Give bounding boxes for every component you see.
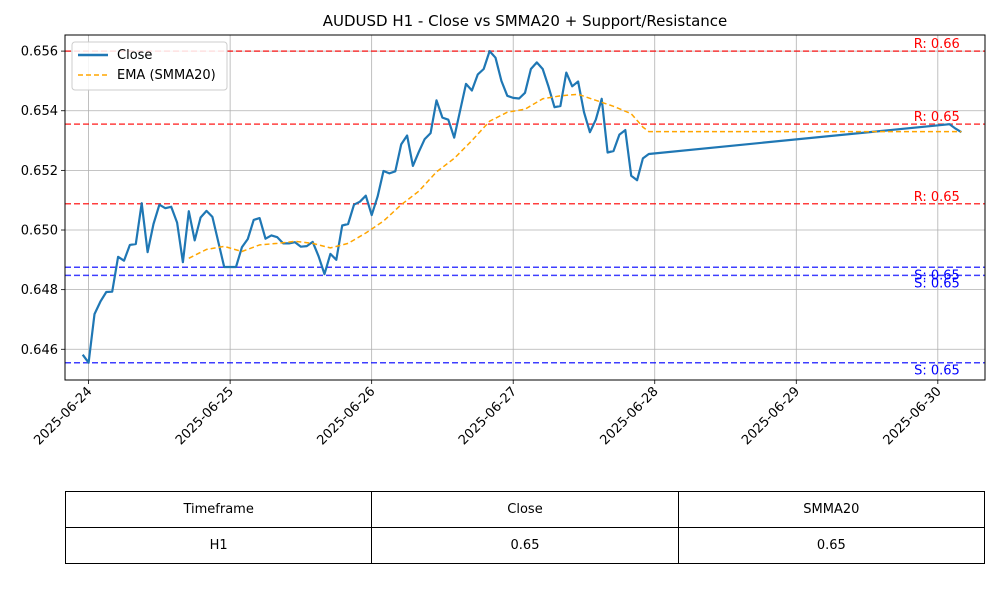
table-cell: 0.65 — [371, 527, 679, 564]
legend-ema-label: EMA (SMMA20) — [117, 68, 216, 83]
x-tick-label: 2025-06-28 — [598, 384, 662, 448]
legend: Close EMA (SMMA20) — [71, 41, 228, 91]
x-tick-label: 2025-06-25 — [173, 384, 237, 448]
table-row: H1 0.65 0.65 — [64, 527, 986, 564]
support-resistance-lines: R: 0.66R: 0.65R: 0.65S: 0.65S: 0.65S: 0.… — [65, 37, 985, 379]
y-tick-label: 0.646 — [21, 343, 58, 358]
chart: AUDUSD H1 - Close vs SMMA20 + Support/Re… — [21, 12, 986, 449]
plot-area-frame — [64, 34, 986, 381]
table-header-row: Timeframe Close SMMA20 — [64, 491, 986, 528]
x-tick-label: 2025-06-30 — [881, 384, 945, 448]
chart-title: AUDUSD H1 - Close vs SMMA20 + Support/Re… — [323, 12, 728, 30]
ema-series-line — [188, 93, 962, 259]
x-tick-label: 2025-06-27 — [456, 384, 520, 448]
x-tick-label: 2025-06-26 — [314, 384, 378, 448]
resistance-label: R: 0.66 — [914, 37, 960, 52]
legend-close-label: Close — [117, 48, 152, 63]
table-cell: 0.65 — [677, 527, 986, 564]
table-header-cell: Close — [371, 491, 679, 528]
support-label: S: 0.65 — [914, 268, 960, 283]
y-tick-label: 0.652 — [21, 164, 58, 179]
summary-table: Timeframe Close SMMA20 H1 0.65 0.65 — [64, 491, 986, 564]
close-series-line — [81, 49, 962, 364]
resistance-label: R: 0.65 — [914, 110, 960, 125]
y-tick-label: 0.656 — [21, 45, 58, 60]
table-cell: H1 — [64, 527, 373, 564]
support-label: S: 0.65 — [914, 276, 960, 291]
x-tick-label: 2025-06-24 — [31, 384, 95, 448]
series — [81, 49, 962, 364]
y-tick-label: 0.648 — [21, 283, 58, 298]
y-tick-label: 0.654 — [21, 104, 58, 119]
x-tick-label: 2025-06-29 — [739, 384, 803, 448]
legend-box — [71, 41, 228, 91]
axis-ticks: 2025-06-24 2025-06-25 2025-06-26 2025-06-27… — [21, 45, 945, 449]
resistance-label: R: 0.65 — [914, 190, 960, 205]
y-tick-label: 0.650 — [21, 224, 58, 239]
support-label: S: 0.65 — [914, 364, 960, 379]
table-header-cell: Timeframe — [64, 491, 373, 528]
table-header-cell: SMMA20 — [677, 491, 986, 528]
